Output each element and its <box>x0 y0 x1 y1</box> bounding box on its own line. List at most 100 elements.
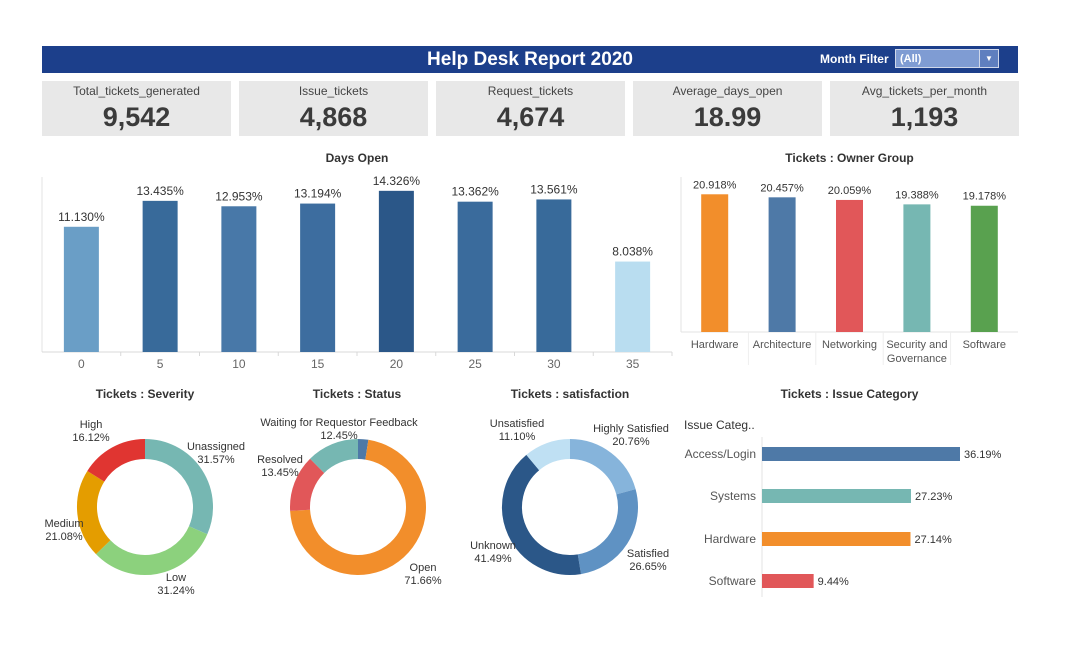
owner-group-bar <box>970 205 998 332</box>
donut-slice-name: High <box>80 419 103 431</box>
donut-slice-name: Medium <box>44 518 83 530</box>
donut-slice <box>290 439 426 575</box>
owner-group-bar <box>903 204 931 332</box>
days-open-tick-label: 25 <box>468 357 482 371</box>
donut-slice-name: Low <box>166 572 186 584</box>
days-open-data-label: 13.435% <box>136 184 184 198</box>
donut-slice-name: Highly Satisfied <box>593 423 669 435</box>
issue-category-bar <box>762 532 911 546</box>
issue-category-tick-label: Hardware <box>704 532 756 546</box>
owner-group-bar <box>768 197 796 332</box>
donut-slice <box>310 439 359 474</box>
days-open-bar <box>221 206 257 352</box>
kpi-average-days-open: Average_days_open 18.99 <box>633 81 822 136</box>
donut-slice-name: Satisfied <box>627 548 669 560</box>
donut-slice <box>290 458 325 511</box>
days-open-data-label: 11.130% <box>58 210 105 224</box>
days-open-data-label: 13.561% <box>530 182 578 196</box>
days-open-tick-label: 0 <box>78 357 85 371</box>
days-open-bar <box>457 201 493 352</box>
days-open-tick-label: 5 <box>157 357 164 371</box>
issue-category-title: Tickets : Issue Category <box>780 387 919 401</box>
donut-slice <box>96 525 208 575</box>
issue-category-tick-label: Software <box>709 574 757 588</box>
donut-slice-value: 26.65% <box>629 561 667 573</box>
days-open-data-label: 13.362% <box>451 185 499 199</box>
month-filter-label: Month Filter <box>820 52 889 66</box>
issue-category-bar <box>762 574 814 588</box>
days-open-data-label: 12.953% <box>215 189 263 203</box>
donut-slice-name: Unsatisfied <box>490 418 544 430</box>
issue-category-data-label: 9.44% <box>818 576 849 588</box>
kpi-label: Total_tickets_generated <box>73 84 200 98</box>
owner-group-bar <box>701 194 729 332</box>
owner-group-data-label: 19.388% <box>895 189 939 201</box>
issue-category-tick-label: Access/Login <box>685 447 756 461</box>
owner-group-tick-label: Networking <box>822 339 877 351</box>
owner-group-data-label: 20.457% <box>760 182 804 194</box>
owner-group-tick-label: Software <box>963 339 1006 351</box>
donut-slice-name: Open <box>410 562 437 574</box>
donut-slice-value: 31.24% <box>157 585 195 597</box>
donut-slice-name: Unassigned <box>187 441 245 453</box>
issue-category-data-label: 27.23% <box>915 491 953 503</box>
donut-slice-value: 31.57% <box>197 454 235 466</box>
days-open-bar <box>300 203 336 352</box>
chevron-down-icon[interactable]: ▼ <box>979 50 998 67</box>
days-open-bar <box>536 199 572 352</box>
donut-slice-name: Resolved <box>257 454 303 466</box>
donut-slice-name: Unknown <box>470 540 516 552</box>
owner-group-bar <box>836 199 863 332</box>
status-title: Tickets : Status <box>312 387 402 401</box>
kpi-total-tickets: Total_tickets_generated 9,542 <box>42 81 231 136</box>
issue-category-tick-label: Systems <box>710 489 756 503</box>
kpi-issue-tickets: Issue_tickets 4,868 <box>239 81 428 136</box>
days-open-tick-label: 35 <box>626 357 640 371</box>
donut-slice <box>502 454 582 575</box>
donut-slice-value: 12.45% <box>320 430 358 442</box>
owner-group-data-label: 19.178% <box>963 191 1007 203</box>
satisfaction-title: Tickets : satisfaction <box>510 387 630 401</box>
donut-slice <box>357 439 369 460</box>
days-open-tick-label: 20 <box>390 357 404 371</box>
kpi-value: 4,674 <box>496 102 565 132</box>
owner-group-tick-label: Architecture <box>753 339 812 351</box>
donut-slice-name: Waiting for Requestor Feedback <box>260 417 418 429</box>
owner-group-data-label: 20.059% <box>828 185 872 197</box>
issue-category-data-label: 27.14% <box>914 534 952 546</box>
days-open-title: Days Open <box>325 151 389 165</box>
kpi-value: 4,868 <box>299 102 368 132</box>
days-open-data-label: 13.194% <box>294 187 342 201</box>
issue-category-data-label: 36.19% <box>964 449 1002 461</box>
days-open-bar <box>615 261 651 352</box>
owner-group-data-label: 20.918% <box>693 179 737 191</box>
donut-slice-value: 13.45% <box>261 467 299 479</box>
owner-group-tick-label: Security and Governance <box>886 339 947 365</box>
kpi-label: Issue_tickets <box>298 84 369 98</box>
owner-group-title: Tickets : Owner Group <box>785 151 914 165</box>
donut-slice-value: 71.66% <box>404 575 442 587</box>
issue-category-bar <box>762 447 960 461</box>
month-filter-dropdown[interactable]: (All) ▼ <box>895 49 999 68</box>
days-open-data-label: 8.038% <box>612 245 653 259</box>
kpi-label: Average_days_open <box>672 84 783 98</box>
report-title: Help Desk Report 2020 <box>427 49 633 70</box>
kpi-avg-tickets-per-month: Avg_tickets_per_month 1,193 <box>830 81 1019 136</box>
kpi-value: 18.99 <box>693 102 762 132</box>
report-header: Help Desk Report 2020 Month Filter (All)… <box>42 46 1018 73</box>
donut-slice <box>577 489 638 575</box>
donut-slice <box>144 439 213 535</box>
severity-title: Tickets : Severity <box>95 387 195 401</box>
days-open-tick-label: 15 <box>311 357 325 371</box>
issue-category-header-label: Issue Categ.. <box>684 418 755 432</box>
days-open-bar <box>63 226 99 352</box>
donut-slice-value: 41.49% <box>474 553 512 565</box>
kpi-label: Request_tickets <box>487 84 574 98</box>
donut-slice <box>87 439 146 482</box>
donut-slice-value: 11.10% <box>499 431 536 443</box>
days-open-tick-label: 10 <box>232 357 246 371</box>
days-open-data-label: 14.326% <box>373 174 421 188</box>
kpi-value: 9,542 <box>102 102 171 132</box>
donut-slice <box>569 439 636 495</box>
